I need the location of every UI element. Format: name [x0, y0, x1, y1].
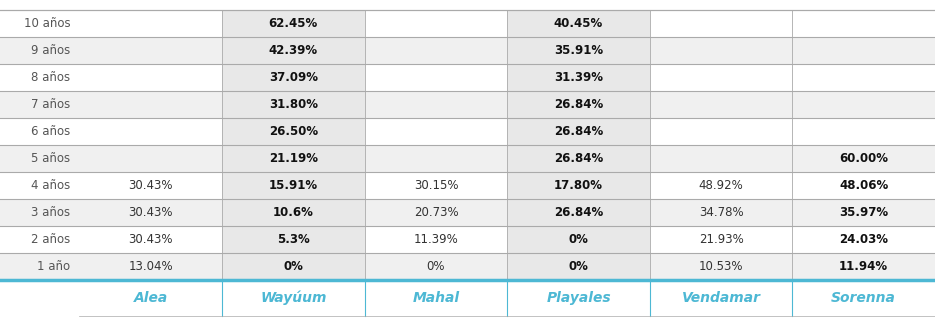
Bar	[0, 37, 935, 64]
Text: 6 años: 6 años	[31, 125, 70, 138]
Bar	[0, 91, 935, 118]
Text: Vendamar: Vendamar	[682, 291, 760, 305]
Text: 10.53%: 10.53%	[698, 260, 743, 273]
Bar	[223, 10, 365, 37]
Text: 48.06%: 48.06%	[839, 179, 888, 192]
Bar	[0, 253, 935, 280]
Text: 42.39%: 42.39%	[268, 44, 318, 57]
Bar	[507, 91, 650, 118]
Bar	[223, 145, 365, 172]
Bar	[223, 226, 365, 253]
Bar	[507, 145, 650, 172]
Text: 0%: 0%	[568, 233, 588, 246]
Text: 26.50%: 26.50%	[268, 125, 318, 138]
Bar	[223, 253, 365, 280]
Text: 34.78%: 34.78%	[698, 206, 743, 219]
Bar	[0, 64, 935, 91]
Text: 15.91%: 15.91%	[268, 179, 318, 192]
Text: 48.92%: 48.92%	[698, 179, 743, 192]
Bar	[507, 172, 650, 199]
Text: 1 año: 1 año	[37, 260, 70, 273]
Bar	[0, 145, 935, 172]
Text: 31.80%: 31.80%	[269, 98, 318, 111]
Text: 37.09%: 37.09%	[269, 71, 318, 84]
Bar	[0, 199, 935, 226]
Bar	[507, 37, 650, 64]
Text: 8 años: 8 años	[31, 71, 70, 84]
Text: 35.91%: 35.91%	[554, 44, 603, 57]
Text: 26.84%: 26.84%	[554, 206, 603, 219]
Text: 60.00%: 60.00%	[840, 152, 888, 165]
Text: 26.84%: 26.84%	[554, 152, 603, 165]
Text: 21.19%: 21.19%	[269, 152, 318, 165]
Bar	[507, 226, 650, 253]
Text: 21.93%: 21.93%	[698, 233, 743, 246]
Bar	[507, 199, 650, 226]
Text: Alea: Alea	[134, 291, 168, 305]
Text: 26.84%: 26.84%	[554, 98, 603, 111]
Bar	[0, 10, 935, 37]
Text: 20.73%: 20.73%	[413, 206, 458, 219]
Bar	[223, 172, 365, 199]
Text: 26.84%: 26.84%	[554, 125, 603, 138]
Text: 2 años: 2 años	[31, 233, 70, 246]
Text: 0%: 0%	[426, 260, 445, 273]
Text: 10.6%: 10.6%	[273, 206, 314, 219]
Bar	[223, 91, 365, 118]
Text: 30.15%: 30.15%	[413, 179, 458, 192]
Bar	[223, 199, 365, 226]
Bar	[507, 253, 650, 280]
Text: 40.45%: 40.45%	[554, 17, 603, 30]
Text: 17.80%: 17.80%	[554, 179, 603, 192]
Text: 35.97%: 35.97%	[839, 206, 888, 219]
Text: 3 años: 3 años	[31, 206, 70, 219]
Text: 11.94%: 11.94%	[839, 260, 888, 273]
Text: Wayúum: Wayúum	[260, 291, 326, 305]
Text: 5 años: 5 años	[31, 152, 70, 165]
Text: 5.3%: 5.3%	[277, 233, 309, 246]
Bar	[223, 37, 365, 64]
Bar	[0, 118, 935, 145]
Text: Mahal: Mahal	[412, 291, 459, 305]
Text: 0%: 0%	[283, 260, 303, 273]
Text: 30.43%: 30.43%	[128, 179, 173, 192]
Text: 0%: 0%	[568, 260, 588, 273]
Text: 11.39%: 11.39%	[413, 233, 458, 246]
Text: Playales: Playales	[546, 291, 611, 305]
Bar	[507, 118, 650, 145]
Bar	[223, 118, 365, 145]
Text: Sorenna: Sorenna	[831, 291, 896, 305]
Text: 7 años: 7 años	[31, 98, 70, 111]
Text: 13.04%: 13.04%	[128, 260, 173, 273]
Bar	[507, 10, 650, 37]
Text: 31.39%: 31.39%	[554, 71, 603, 84]
Text: 4 años: 4 años	[31, 179, 70, 192]
Text: 9 años: 9 años	[31, 44, 70, 57]
Text: 30.43%: 30.43%	[128, 233, 173, 246]
Text: 24.03%: 24.03%	[840, 233, 888, 246]
Text: 10 años: 10 años	[23, 17, 70, 30]
Text: 30.43%: 30.43%	[128, 206, 173, 219]
Bar	[0, 226, 935, 253]
Bar	[507, 64, 650, 91]
Bar	[223, 64, 365, 91]
Text: 62.45%: 62.45%	[268, 17, 318, 30]
Bar	[0, 172, 935, 199]
